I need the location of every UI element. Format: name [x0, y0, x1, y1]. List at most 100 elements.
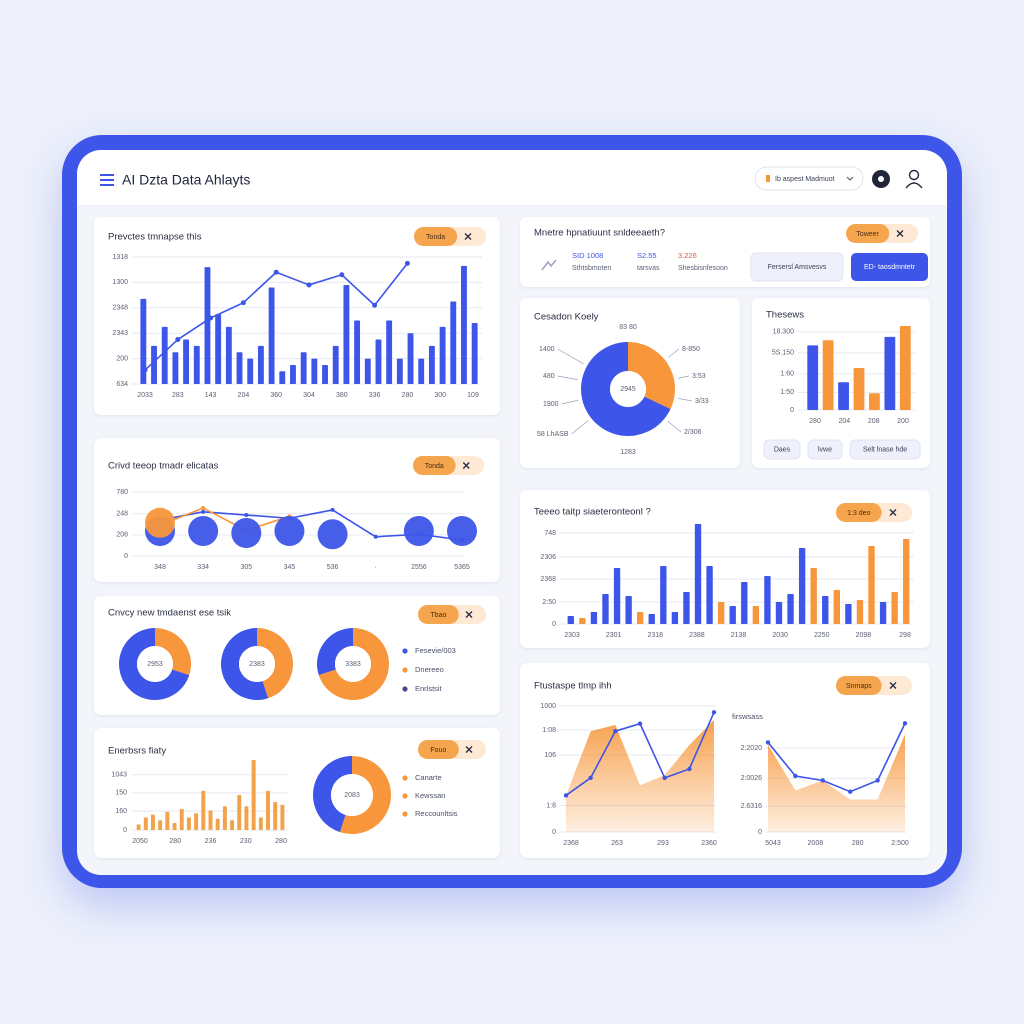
donut-segment: [317, 628, 353, 676]
bar: [204, 267, 211, 384]
y-tick-label: 2368: [540, 576, 556, 583]
panel-card: [94, 438, 500, 582]
button-bg: [851, 253, 928, 281]
callout-label: 83 80: [619, 324, 637, 331]
y-tick-label: 748: [544, 530, 556, 537]
callout-label: 8-850: [682, 346, 700, 353]
button-label: Fouo: [430, 747, 446, 754]
panel-button[interactable]: Tonda: [413, 456, 484, 475]
x-tick-label: 300: [434, 392, 446, 399]
panel-title: Cnvcy new tmdaenst ese tsik: [108, 608, 231, 619]
y-tick-label: 0: [124, 553, 128, 560]
y-tick-label: 160: [115, 808, 127, 815]
y-tick-label: 1000: [540, 703, 556, 710]
panel-button[interactable]: Tonda: [414, 227, 486, 246]
x-tick-label: 2250: [814, 632, 830, 639]
x-tick-label: 305: [240, 564, 252, 571]
action-button[interactable]: ED- taosdmntetr: [851, 253, 928, 281]
callout-label: 1283: [620, 449, 636, 456]
bar: [694, 524, 702, 624]
donut-segment: [257, 627, 294, 699]
button-label: 1:3 deo: [847, 510, 870, 517]
panel-title: Thesews: [766, 310, 804, 321]
legend-swatch: [402, 811, 408, 817]
trend-line-point: [306, 282, 312, 288]
button-bg: [807, 439, 843, 460]
button-main: [846, 224, 890, 243]
bar: [225, 326, 232, 384]
bar: [660, 566, 667, 624]
bar: [222, 806, 227, 830]
button-icon: [465, 746, 473, 753]
action-button[interactable]: Daes: [763, 439, 801, 460]
bar: [268, 287, 275, 384]
trend-line-point: [373, 534, 378, 539]
bar: [637, 612, 644, 624]
bar: [798, 548, 806, 624]
profile-button[interactable]: [905, 169, 923, 189]
bar: [407, 333, 414, 384]
x-tick-label: 380: [336, 392, 348, 399]
legend-label: Fesevie/003: [415, 646, 456, 655]
panel-button[interactable]: Toweer: [846, 224, 918, 243]
y-tick-label: 2:0026: [741, 775, 763, 782]
bar: [140, 298, 147, 384]
button-icon: [889, 682, 897, 689]
y-tick-label: 18.300: [773, 329, 795, 336]
x-tick-label: 2303: [564, 632, 580, 639]
bar: [386, 320, 393, 384]
notifications-button[interactable]: [872, 170, 890, 188]
panel-button[interactable]: Fouo: [418, 740, 486, 759]
callout-leader: [557, 348, 584, 365]
bar: [822, 340, 834, 410]
x-tick-label: 280: [169, 838, 181, 845]
x-tick-label: 298: [899, 632, 911, 639]
bar: [833, 590, 840, 624]
bar: [879, 602, 887, 624]
x-tick-label: 2388: [689, 632, 705, 639]
bar: [648, 614, 655, 624]
x-tick-label: 2030: [772, 632, 788, 639]
panel-button[interactable]: Snmaps: [836, 676, 912, 695]
bar: [775, 602, 783, 624]
panel-title: Cesadon Koely: [534, 312, 599, 323]
button-label: Tonda: [425, 463, 444, 470]
search-caret: [846, 176, 854, 181]
action-button[interactable]: Fersersl Amsvesvs: [750, 252, 844, 282]
search-box[interactable]: Ib aspest Madmuot: [754, 166, 864, 191]
menu-button[interactable]: [100, 174, 114, 186]
bar: [172, 823, 177, 830]
stat-icon: [541, 259, 557, 271]
button-icon: [465, 611, 473, 618]
bar: [903, 539, 910, 624]
y-tick-label: 1:50: [780, 389, 794, 396]
bar: [741, 582, 748, 624]
button-icon: [889, 509, 897, 516]
bar: [151, 345, 157, 384]
panel: Cesadon Koely 2945 83 80 1400 480 1900 58 LhAS…: [520, 298, 740, 468]
y-tick-label: 106: [544, 752, 556, 759]
panel-button[interactable]: Tbao: [418, 605, 486, 624]
trend-line-point: [711, 710, 717, 715]
bar: [567, 616, 574, 624]
bar: [671, 612, 679, 624]
trend-line-point: [244, 513, 249, 518]
bar: [590, 612, 598, 624]
x-tick-label: 360: [270, 392, 282, 399]
chart-subtitle: firswsass: [732, 712, 763, 721]
bar: [208, 810, 213, 830]
x-tick-label: 280: [275, 838, 287, 845]
action-button[interactable]: lvwe: [807, 439, 843, 460]
bubble: [274, 516, 305, 547]
panel-button[interactable]: 1:3 deo: [836, 503, 912, 522]
legend-label: Dnereeo: [415, 665, 444, 674]
y-tick-label: 0: [123, 827, 127, 834]
bar: [322, 364, 328, 384]
bar: [706, 566, 713, 624]
panel-card: [94, 217, 500, 415]
bar: [311, 358, 318, 384]
bar: [258, 817, 263, 830]
bar: [300, 352, 307, 384]
action-button[interactable]: Selt lnase hde: [849, 439, 921, 460]
callout-label: 2/306: [684, 429, 702, 436]
